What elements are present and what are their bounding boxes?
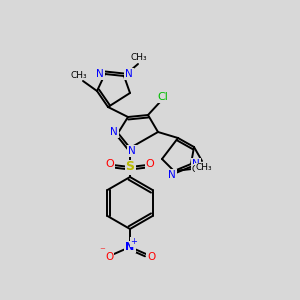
Text: CH₃: CH₃ bbox=[71, 70, 87, 80]
Text: N: N bbox=[128, 146, 136, 156]
Text: N: N bbox=[125, 242, 135, 252]
Text: N: N bbox=[125, 69, 133, 79]
Text: CH₃: CH₃ bbox=[131, 53, 147, 62]
Text: +: + bbox=[130, 238, 137, 247]
Text: N: N bbox=[110, 127, 118, 137]
Text: Cl: Cl bbox=[158, 92, 168, 102]
Text: N: N bbox=[96, 69, 104, 79]
Text: O: O bbox=[106, 159, 114, 169]
Text: S: S bbox=[125, 160, 134, 173]
Text: CH₃: CH₃ bbox=[192, 164, 208, 173]
Text: ⁻: ⁻ bbox=[99, 246, 105, 256]
Text: O: O bbox=[147, 252, 155, 262]
Text: CH₃: CH₃ bbox=[196, 164, 212, 172]
Text: N: N bbox=[192, 159, 200, 169]
Text: N: N bbox=[168, 170, 176, 180]
Text: O: O bbox=[146, 159, 154, 169]
Text: O: O bbox=[105, 252, 113, 262]
